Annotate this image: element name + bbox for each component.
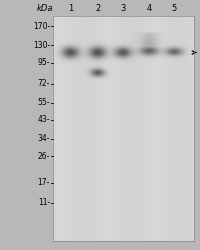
Text: 1: 1: [68, 4, 74, 13]
Text: 72-: 72-: [38, 79, 50, 88]
Text: kDa: kDa: [37, 4, 54, 13]
Text: 130-: 130-: [33, 40, 50, 50]
Text: 170-: 170-: [33, 22, 50, 31]
Text: 17-: 17-: [38, 178, 50, 187]
Text: 5: 5: [171, 4, 177, 13]
Text: 11-: 11-: [38, 198, 50, 207]
Text: 43-: 43-: [38, 116, 50, 124]
Text: 4: 4: [146, 4, 152, 13]
Text: 55-: 55-: [38, 98, 50, 107]
Bar: [53, 16, 194, 241]
Text: 3: 3: [120, 4, 126, 13]
Text: 26-: 26-: [38, 152, 50, 161]
Text: 34-: 34-: [38, 134, 50, 143]
Text: 2: 2: [95, 4, 101, 13]
Text: 95-: 95-: [38, 58, 50, 67]
